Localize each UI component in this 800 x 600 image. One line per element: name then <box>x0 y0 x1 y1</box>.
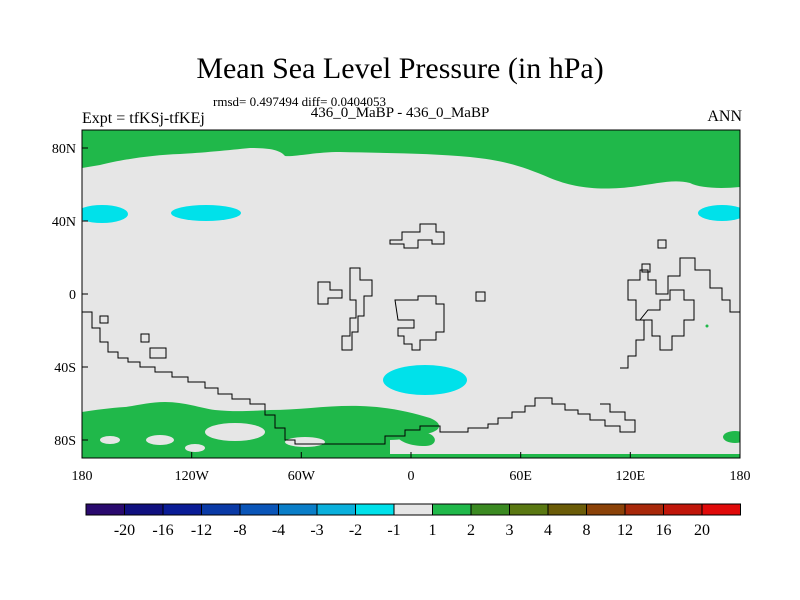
island-outline-4 <box>99 315 109 324</box>
north-pacific-west-negative <box>82 205 128 223</box>
y-tick-label: 0 <box>69 288 76 303</box>
colorbar-label: -2 <box>349 522 362 539</box>
colorbar-label: -4 <box>272 522 285 539</box>
antarctic-positive-far-east <box>723 431 740 443</box>
colorbar-label: -1 <box>387 522 400 539</box>
antarctic-gap-1 <box>205 423 265 441</box>
colorbar-label: -12 <box>191 522 212 539</box>
island-outline-5 <box>140 333 150 343</box>
x-tick-label: 60E <box>509 469 532 484</box>
colorbar-swatch <box>85 503 125 516</box>
colorbar-label: 16 <box>656 522 672 539</box>
colorbar-label: -20 <box>114 522 135 539</box>
colorbar-swatch <box>432 503 472 516</box>
colorbar-swatch <box>278 503 318 516</box>
north-pacific-east-negative <box>171 205 241 221</box>
colorbar-swatch <box>162 503 202 516</box>
season-label: ANN <box>707 108 742 125</box>
experiment-label: Expt = tfKSj-tfKEj <box>82 110 205 127</box>
continent-outline-australia <box>638 289 695 351</box>
y-tick-label: 40S <box>54 361 76 376</box>
continent-outline-east-asia <box>620 257 740 369</box>
colorbar-label: 12 <box>617 522 633 539</box>
north-pacific-dateline-negative <box>698 205 740 221</box>
chart-title: Mean Sea Level Pressure (in hPa) <box>196 52 604 85</box>
colorbar-swatch <box>624 503 664 516</box>
y-tick-label: 80N <box>52 142 76 157</box>
colorbar-swatch <box>547 503 587 516</box>
colorbar-label: 4 <box>544 522 552 539</box>
x-tick-label: 0 <box>408 469 415 484</box>
colorbar-swatch <box>701 503 741 516</box>
colorbar-swatch <box>355 503 395 516</box>
island-outline-2 <box>641 263 651 273</box>
colorbar-label: 20 <box>694 522 710 539</box>
colorbar-label: 8 <box>583 522 591 539</box>
colorbar-swatch <box>586 503 626 516</box>
colorbar-label: 2 <box>467 522 475 539</box>
antarctic-gap-4 <box>185 444 205 452</box>
colorbar-label: 3 <box>506 522 514 539</box>
antarctic-gap-2 <box>146 435 174 445</box>
colorbar-label: 1 <box>429 522 437 539</box>
x-tick-label: 120W <box>175 469 210 484</box>
y-tick-label: 40N <box>52 215 76 230</box>
colorbar-swatch <box>470 503 510 516</box>
island-outline-6 <box>149 347 167 359</box>
colorbar-swatch <box>509 503 549 516</box>
colorbar-swatch <box>663 503 703 516</box>
x-tick-label: 180 <box>730 469 751 484</box>
colorbar: -20 -16 -12 -8 -4 -3 -2 -1 1 2 3 4 8 12 16 20 <box>85 503 741 539</box>
antarctic-gap-3 <box>100 436 120 444</box>
colorbar-swatch <box>393 503 433 516</box>
colorbar-swatch <box>124 503 164 516</box>
antarctic-gap-5 <box>285 437 325 447</box>
x-tick-label: 60W <box>288 469 316 484</box>
colorbar-swatch <box>316 503 356 516</box>
continent-outline-north-mid <box>389 223 445 249</box>
stats-text: rmsd= 0.497494 diff= 0.0404053 <box>213 94 386 109</box>
island-outline-1 <box>475 291 486 302</box>
colorbar-swatch <box>201 503 241 516</box>
continent-outline-south-america <box>82 311 636 445</box>
continent-outline-islands-west <box>317 281 343 305</box>
continent-outlines <box>82 223 740 445</box>
tiny-positive-dot <box>705 324 709 328</box>
arctic-positive-region <box>82 130 740 189</box>
colorbar-label: -16 <box>152 522 173 539</box>
x-tick-label: 120E <box>616 469 646 484</box>
south-atlantic-negative <box>383 365 467 395</box>
colorbar-label: -3 <box>310 522 323 539</box>
colorbar-label: -8 <box>233 522 246 539</box>
axis-ticks <box>81 147 741 458</box>
period-label: 436_0_MaBP - 436_0_MaBP <box>310 105 490 121</box>
x-tick-label: 180 <box>72 469 93 484</box>
continent-outline-africa <box>394 295 445 351</box>
continent-outline-central <box>341 267 373 351</box>
island-outline-3 <box>657 239 667 249</box>
y-tick-label: 80S <box>54 434 76 449</box>
colorbar-swatch <box>239 503 279 516</box>
